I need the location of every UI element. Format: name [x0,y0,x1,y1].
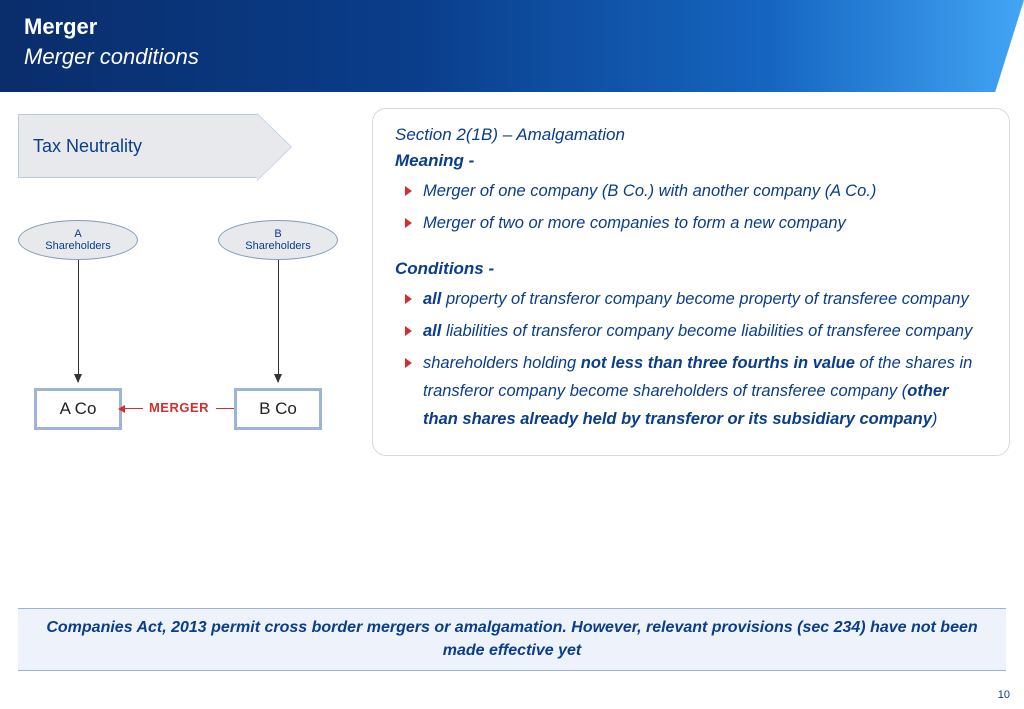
ellipse-a-line1: A [74,228,81,240]
cond-text: property of transferor company become pr… [441,290,968,308]
meaning-heading: Meaning - [395,151,987,171]
left-column: Tax Neutrality A Shareholders B Sharehol… [18,114,358,460]
slide-content: Tax Neutrality A Shareholders B Sharehol… [0,92,1024,709]
a-co-box: A Co [34,388,122,430]
merger-line-right [216,408,234,409]
shareholders-a-ellipse: A Shareholders [18,220,138,260]
b-co-label: B Co [259,399,297,419]
arrow-down-b-icon [278,260,279,382]
section-title: Section 2(1B) – Amalgamation [395,125,987,145]
cond-bold1: not less than three fourths in value [581,354,855,372]
meaning-item: Merger of two or more companies to form … [401,209,987,237]
condition-item: all property of transferor company becom… [401,285,987,313]
merger-diagram: A Shareholders B Shareholders A Co B Co … [18,220,358,460]
cond-bold: all [423,290,441,308]
condition-item: shareholders holding not less than three… [401,349,987,433]
slide-title: Merger [24,14,1000,40]
ellipse-b-line2: Shareholders [245,240,310,252]
cond-text: liabilities of transferor company become… [441,322,972,340]
info-panel: Section 2(1B) – Amalgamation Meaning - M… [372,108,1010,456]
arrow-down-a-icon [78,260,79,382]
arrow-right-icon [257,114,291,180]
meaning-item: Merger of one company (B Co.) with anoth… [401,177,987,205]
tax-neutrality-box: Tax Neutrality [18,114,258,178]
merger-label: MERGER [132,400,226,415]
slide-subtitle: Merger conditions [24,44,1000,70]
condition-item: all liabilities of transferor company be… [401,317,987,345]
shareholders-b-ellipse: B Shareholders [218,220,338,260]
ellipse-a-line2: Shareholders [45,240,110,252]
page-number: 10 [998,689,1010,701]
b-co-box: B Co [234,388,322,430]
slide-header: Merger Merger conditions [0,0,1024,92]
cond-post: ) [932,410,938,428]
footer-note: Companies Act, 2013 permit cross border … [18,608,1006,671]
tax-neutrality-label: Tax Neutrality [33,136,142,157]
cond-bold: all [423,322,441,340]
cond-pre: shareholders holding [423,354,581,372]
a-co-label: A Co [60,399,97,419]
meaning-list: Merger of one company (B Co.) with anoth… [395,177,987,237]
conditions-list: all property of transferor company becom… [395,285,987,433]
conditions-heading: Conditions - [395,259,987,279]
ellipse-b-line1: B [274,228,281,240]
